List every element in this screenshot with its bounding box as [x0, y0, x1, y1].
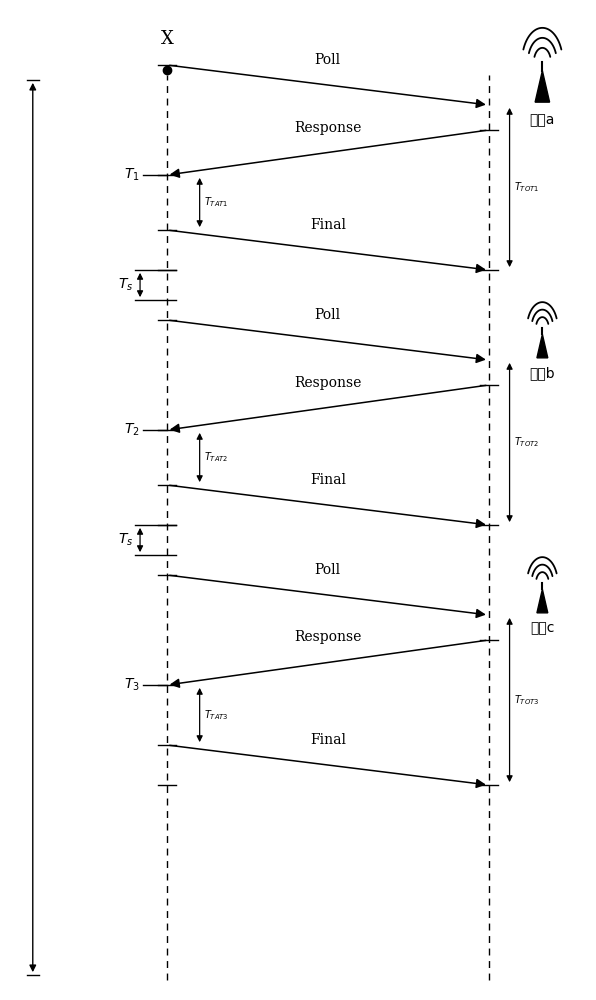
Text: $T_{TAT2}$: $T_{TAT2}$: [204, 451, 229, 464]
Text: Poll: Poll: [315, 308, 341, 322]
Text: $T_{TAT3}$: $T_{TAT3}$: [204, 708, 229, 722]
Text: $T_{TAT1}$: $T_{TAT1}$: [204, 196, 229, 209]
Polygon shape: [537, 589, 548, 613]
Text: $T_{TOT3}$: $T_{TOT3}$: [514, 693, 540, 707]
Polygon shape: [535, 71, 550, 102]
Text: Response: Response: [294, 121, 362, 135]
Text: Final: Final: [310, 733, 346, 747]
Text: Response: Response: [294, 375, 362, 389]
Text: $T_1$: $T_1$: [125, 167, 140, 183]
Text: 基站c: 基站c: [530, 621, 554, 635]
Text: X: X: [160, 30, 173, 48]
Text: 基站b: 基站b: [530, 366, 555, 380]
Text: Final: Final: [310, 473, 346, 487]
Text: Response: Response: [294, 630, 362, 644]
Text: $T_2$: $T_2$: [125, 422, 140, 438]
Text: $T_s$: $T_s$: [117, 532, 133, 548]
Text: Final: Final: [310, 218, 346, 232]
Text: $T_s$: $T_s$: [117, 277, 133, 293]
Text: 基站a: 基站a: [530, 114, 555, 128]
Polygon shape: [537, 334, 548, 358]
Text: $T_3$: $T_3$: [124, 677, 140, 693]
Text: Poll: Poll: [315, 563, 341, 577]
Text: $T_{TOT2}$: $T_{TOT2}$: [514, 436, 539, 449]
Text: $T_{TOT1}$: $T_{TOT1}$: [514, 181, 539, 194]
Text: Poll: Poll: [315, 53, 341, 67]
